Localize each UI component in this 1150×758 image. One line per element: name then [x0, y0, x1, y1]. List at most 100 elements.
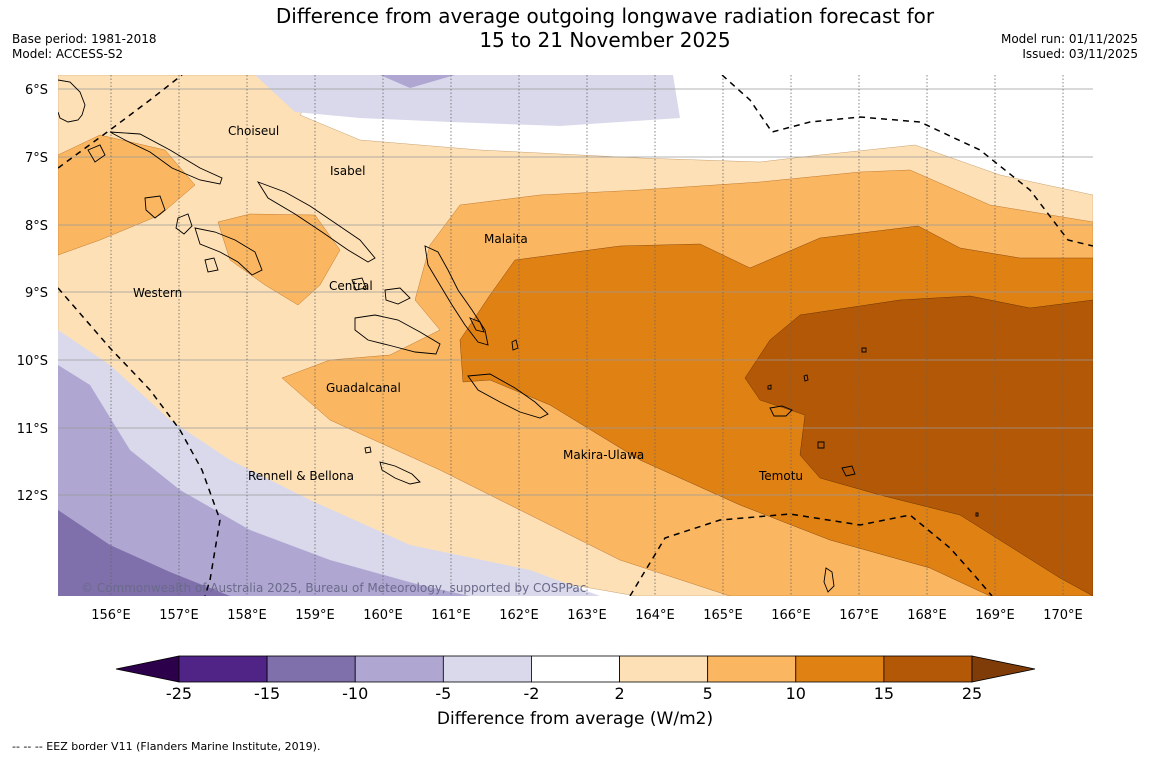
contour-5-to-10-central [217, 213, 341, 306]
region-label-central: Central [329, 279, 373, 293]
colorbar-tick-label: 15 [873, 684, 895, 703]
island-bellona [364, 446, 372, 454]
island-reef [767, 384, 772, 390]
lat-label: 12°S [17, 489, 48, 504]
base-period: Base period: 1981-2018 [12, 32, 157, 46]
lon-label: 165°E [703, 608, 743, 623]
island-choiseul [109, 131, 223, 185]
colorbar-segment [883, 655, 973, 683]
colorbar-segment [442, 655, 532, 683]
eez-png-north [58, 75, 183, 169]
island-santa-cruz [769, 405, 793, 417]
lon-label: 157°E [159, 608, 199, 623]
region-label-makira-ulawa: Makira-Ulawa [563, 448, 644, 462]
contour-minus5-to-minus2-north [255, 75, 680, 126]
lat-label: 11°S [17, 422, 48, 437]
island-vanuatu-north [823, 567, 835, 593]
island-russell [351, 277, 367, 291]
colorbar-tick-label: -15 [254, 684, 281, 703]
lon-label: 168°E [907, 608, 947, 623]
colorbar-over-arrow [971, 655, 1036, 683]
region-label-choiseul: Choiseul [228, 124, 279, 138]
eez-east-north [721, 75, 1093, 247]
island-ulawa [511, 339, 519, 351]
island-ontong [861, 347, 867, 353]
region-label-guadalcanal: Guadalcanal [326, 381, 401, 395]
island-rennell [379, 461, 421, 485]
lon-gridlines [110, 75, 1064, 596]
title-line-1: Difference from average outgoing longwav… [275, 4, 935, 28]
coastlines [58, 79, 979, 593]
island-vanikoro [841, 465, 856, 477]
lon-label: 164°E [635, 608, 675, 623]
lat-label: 9°S [25, 286, 48, 301]
colorbar-tick-label: 2 [614, 684, 625, 703]
map-panel: Choiseul Isabel Malaita Western Central … [58, 75, 1093, 596]
island-guadalcanal [354, 314, 441, 355]
island-kolombangara [175, 213, 193, 235]
region-label-isabel: Isabel [330, 164, 365, 178]
contour-minus10-to-minus5-north [380, 75, 455, 88]
island-new-georgia [194, 227, 263, 276]
colorbar-segment [619, 655, 709, 683]
colorbar-segment [354, 655, 444, 683]
lat-labels: 6°S 7°S 8°S 9°S 10°S 11°S 12°S [17, 83, 48, 504]
lon-label: 161°E [431, 608, 471, 623]
island-malaita [424, 245, 489, 346]
issued-date: Issued: 03/11/2025 [1022, 47, 1138, 61]
lon-label: 169°E [975, 608, 1015, 623]
copyright-text: © Commonwealth of Australia 2025, Bureau… [81, 581, 586, 595]
contour-minus10-to-minus5-south [58, 365, 470, 596]
colorbar-tick-label: 10 [785, 684, 806, 703]
region-label-rennell-bellona: Rennell & Bellona [248, 469, 354, 483]
colorbar-tick-label: -2 [523, 684, 540, 703]
eez-footnote: -- -- -- EEZ border V11 (Flanders Marine… [12, 740, 321, 753]
island-anuta [975, 512, 979, 517]
colorbar-tick-label: -5 [435, 684, 452, 703]
island-small-malaita [469, 317, 485, 333]
lon-label: 166°E [771, 608, 811, 623]
lon-labels: 156°E 157°E 158°E 159°E 160°E 161°E 162°… [91, 608, 1083, 623]
lon-label: 158°E [227, 608, 267, 623]
colorbar [115, 655, 1036, 683]
lat-label: 7°S [25, 151, 48, 166]
lat-gridlines [58, 88, 1093, 496]
lat-label: 10°S [17, 354, 48, 369]
contour-15-to-25 [744, 295, 1093, 596]
colorbar-segment [531, 655, 620, 683]
eez-png-south [58, 287, 221, 596]
model-name: Model: ACCESS-S2 [12, 47, 124, 61]
island-shortland [87, 144, 106, 163]
island-nggela [384, 287, 411, 305]
colorbar-tick-label: -10 [342, 684, 369, 703]
island-rendova [204, 257, 219, 273]
colorbar-tick-label: 5 [702, 684, 713, 703]
chart-title: Difference from average outgoing longwav… [0, 4, 1150, 52]
island-vella-lavella [144, 195, 166, 219]
colorbar-segment [795, 655, 885, 683]
region-label-temotu: Temotu [758, 469, 803, 483]
island-duff [803, 374, 809, 382]
lat-label: 6°S [25, 83, 48, 98]
lon-label: 167°E [839, 608, 879, 623]
colorbar-segment [707, 655, 797, 683]
region-label-malaita: Malaita [484, 232, 528, 246]
model-run: Model run: 01/11/2025 [1000, 32, 1138, 46]
eez-south-east [629, 513, 993, 596]
lon-label: 160°E [363, 608, 403, 623]
contour-minus15-to-minus10 [58, 510, 230, 596]
lon-label: 156°E [91, 608, 131, 623]
island-utupua [817, 441, 825, 449]
lon-label: 159°E [295, 608, 335, 623]
lon-label: 163°E [567, 608, 607, 623]
lat-label: 8°S [25, 219, 48, 234]
island-isabel [256, 181, 376, 263]
colorbar-tick-label: 25 [961, 684, 983, 703]
colorbar-segment [266, 655, 356, 683]
eez-borders [58, 75, 1093, 596]
meta-left: Base period: 1981-2018 Model: ACCESS-S2 [12, 32, 157, 62]
island-makira [467, 373, 549, 419]
region-label-western: Western [133, 286, 182, 300]
colorbar-tick-label: -25 [165, 684, 193, 703]
